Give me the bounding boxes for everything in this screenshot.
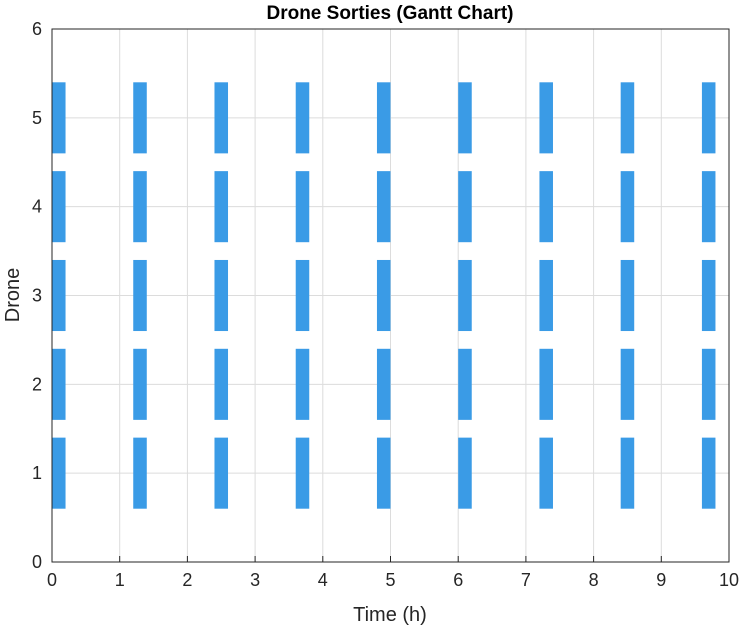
y-tick-label: 4 xyxy=(32,197,42,217)
sortie-bar xyxy=(214,171,229,243)
sortie-bar xyxy=(539,437,553,509)
sortie-bar xyxy=(539,348,553,420)
sortie-bar xyxy=(214,348,229,420)
x-tick-label: 8 xyxy=(589,570,599,590)
sortie-bar xyxy=(295,259,310,332)
y-tick-label: 0 xyxy=(32,552,42,572)
sortie-bar xyxy=(458,171,472,243)
sortie-bar xyxy=(458,259,472,332)
x-tick-label: 4 xyxy=(318,570,328,590)
x-tick-label: 0 xyxy=(47,570,57,590)
chart-title: Drone Sorties (Gantt Chart) xyxy=(266,3,513,24)
sortie-bar xyxy=(376,82,391,154)
sortie-bar xyxy=(539,171,553,243)
sortie-bar xyxy=(620,171,635,243)
x-tick-label: 7 xyxy=(521,570,531,590)
sortie-bar xyxy=(52,437,66,509)
x-tick-label: 5 xyxy=(385,570,395,590)
x-tick-label: 1 xyxy=(115,570,125,590)
sortie-bar xyxy=(133,171,147,243)
sortie-bar xyxy=(539,259,553,332)
x-tick-label: 3 xyxy=(250,570,260,590)
x-axis-label: Time (h) xyxy=(353,604,427,626)
sortie-bar xyxy=(620,437,635,509)
plot-frame xyxy=(51,28,730,563)
sortie-bar xyxy=(133,437,147,509)
y-tick-label: 1 xyxy=(32,463,42,483)
sortie-bar xyxy=(295,348,310,420)
sortie-bar xyxy=(620,82,635,154)
sortie-bar xyxy=(214,259,229,332)
sortie-bar xyxy=(133,259,147,332)
sortie-bar xyxy=(52,259,66,332)
sortie-bar xyxy=(52,348,66,420)
sortie-bar xyxy=(295,171,310,243)
sortie-bar xyxy=(701,437,716,509)
sortie-bar xyxy=(701,348,716,420)
x-tick-label: 6 xyxy=(453,570,463,590)
sortie-bar xyxy=(214,82,229,154)
sortie-bar xyxy=(458,437,472,509)
sortie-bar xyxy=(376,437,391,509)
sortie-bar xyxy=(701,259,716,332)
y-axis-label: Drone xyxy=(2,268,24,322)
sortie-bar xyxy=(620,259,635,332)
y-tick-label: 6 xyxy=(32,19,42,39)
sortie-bar xyxy=(133,82,147,154)
sortie-bar xyxy=(214,437,229,509)
sortie-bar xyxy=(701,171,716,243)
sortie-bar xyxy=(539,82,553,154)
sortie-bar xyxy=(376,259,391,332)
x-tick-label: 2 xyxy=(182,570,192,590)
sortie-bar xyxy=(52,171,66,243)
y-tick-label: 3 xyxy=(32,286,42,306)
x-tick-label: 9 xyxy=(656,570,666,590)
sortie-bar xyxy=(295,437,310,509)
y-tick-labels: 0 1 2 3 4 5 6 xyxy=(32,19,42,572)
y-tick-label: 5 xyxy=(32,108,42,128)
sortie-bar xyxy=(295,82,310,154)
sortie-bar xyxy=(52,82,66,154)
sortie-bar xyxy=(620,348,635,420)
y-tick-label: 2 xyxy=(32,374,42,394)
sortie-bars xyxy=(52,82,716,509)
sortie-bar xyxy=(133,348,147,420)
sortie-bar xyxy=(376,171,391,243)
x-tick-label: 10 xyxy=(719,570,739,590)
sortie-bar xyxy=(701,82,716,154)
sortie-bar xyxy=(458,348,472,420)
sortie-bar xyxy=(458,82,472,154)
sortie-bar xyxy=(376,348,391,420)
x-tick-labels: 0 1 2 3 4 5 6 7 8 9 10 xyxy=(47,570,739,590)
